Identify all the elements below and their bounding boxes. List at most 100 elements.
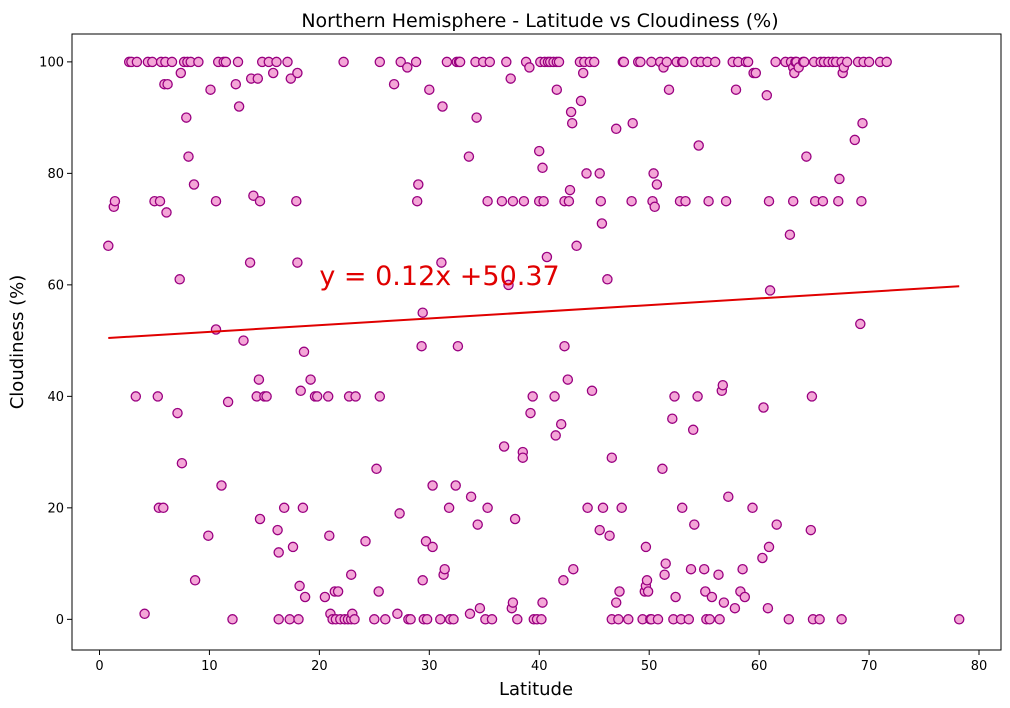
data-point (627, 117, 638, 129)
x-tick-label: 20 (311, 659, 328, 674)
x-tick-label: 50 (641, 659, 658, 674)
data-point (465, 491, 477, 502)
data-point (417, 307, 428, 318)
x-tick-label: 10 (201, 659, 218, 674)
data-point (512, 614, 523, 625)
data-point (555, 418, 567, 430)
data-point (166, 56, 178, 68)
data-point (162, 78, 173, 90)
chart-title: Northern Hemisphere - Latitude vs Cloudi… (301, 10, 778, 32)
data-point (139, 608, 150, 620)
regression-line-group: y = 0.12x +50.37 (108, 261, 960, 340)
data-point (436, 257, 447, 268)
data-point (737, 563, 748, 575)
data-point (577, 67, 589, 79)
data-point (441, 56, 453, 68)
data-point (284, 614, 295, 625)
data-point (420, 536, 432, 547)
data-point (233, 101, 245, 112)
y-tick-label: 0 (56, 613, 64, 628)
y-tick-label: 40 (47, 390, 64, 405)
data-point (568, 563, 579, 575)
data-point (606, 452, 618, 463)
data-point (687, 424, 699, 436)
data-point (373, 586, 384, 597)
data-point (610, 123, 622, 135)
data-point (597, 502, 609, 514)
x-tick-label: 30 (421, 659, 438, 674)
data-point (509, 513, 521, 525)
data-point (703, 195, 714, 207)
data-point (814, 614, 825, 625)
data-point (410, 56, 422, 68)
data-point (524, 62, 535, 73)
data-point (805, 524, 817, 536)
plot-frame (71, 33, 1002, 651)
data-point (464, 608, 476, 620)
data-point (295, 385, 306, 397)
data-point (273, 547, 284, 558)
data-point (452, 340, 464, 352)
data-point (374, 56, 386, 68)
data-point (747, 502, 758, 514)
y-axis-label: Cloudiness (%) (7, 275, 28, 410)
data-point (646, 56, 657, 68)
data-point (588, 56, 600, 68)
data-point (261, 391, 272, 402)
data-point (292, 67, 303, 79)
data-point (332, 586, 344, 597)
y-axis-ticks: 0 20 40 60 80 100 (39, 55, 72, 628)
data-point (700, 586, 711, 597)
data-point (618, 56, 630, 68)
data-point (669, 391, 680, 402)
data-point (648, 168, 659, 179)
data-point (176, 457, 188, 469)
data-point (659, 569, 670, 580)
data-point (566, 117, 578, 129)
data-point (299, 591, 311, 603)
data-point (704, 614, 715, 625)
data-point (152, 391, 164, 402)
data-point (172, 407, 183, 419)
data-point (254, 195, 266, 207)
data-point (718, 597, 730, 608)
data-point (183, 151, 194, 162)
data-point (761, 90, 773, 101)
data-point (405, 614, 416, 625)
data-point (416, 340, 427, 352)
data-point (158, 502, 169, 514)
data-point (771, 519, 782, 530)
data-point (220, 56, 232, 68)
data-point (549, 391, 560, 402)
data-point (503, 279, 514, 291)
data-point (685, 563, 697, 575)
data-point (350, 391, 361, 402)
data-point (232, 56, 244, 68)
data-point (210, 195, 222, 207)
data-point (298, 346, 310, 358)
data-point (558, 575, 569, 586)
data-point (720, 195, 732, 207)
data-point (450, 480, 461, 491)
data-point (287, 541, 299, 553)
data-point (683, 614, 695, 625)
data-point (596, 218, 608, 229)
data-point (285, 73, 297, 84)
data-point (394, 508, 405, 519)
data-point (253, 374, 265, 385)
data-point (660, 558, 671, 569)
data-point (131, 56, 143, 68)
data-point (863, 56, 875, 68)
data-point (723, 491, 734, 502)
data-point (324, 530, 335, 541)
data-point (836, 614, 847, 625)
data-point (161, 207, 172, 218)
regression-line (108, 285, 960, 340)
data-point (559, 340, 570, 352)
data-point (604, 530, 615, 541)
x-tick-label: 40 (531, 659, 548, 674)
data-point (482, 195, 493, 207)
data-point (505, 73, 516, 84)
data-point (651, 179, 663, 190)
data-point (443, 502, 455, 514)
